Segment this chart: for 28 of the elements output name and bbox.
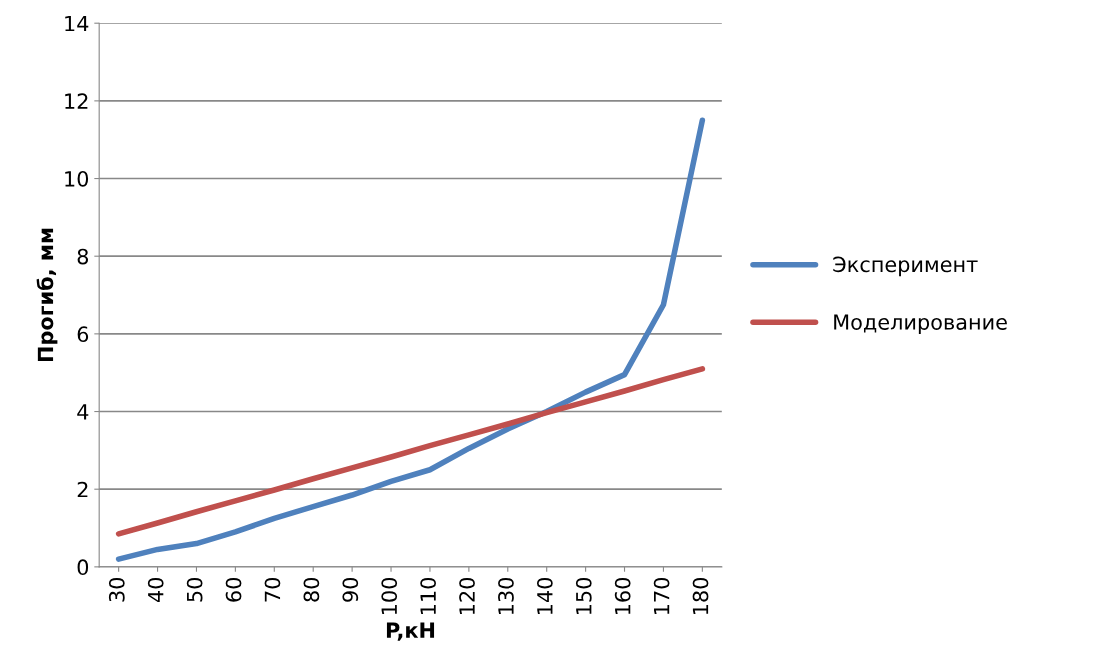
x-tick-label: 120 xyxy=(459,577,475,615)
x-tick-label: 140 xyxy=(536,577,553,615)
x-tick-label: 100 xyxy=(381,577,398,615)
x-tick-label: 80 xyxy=(303,577,320,602)
y-tick-label: 14 xyxy=(65,15,89,32)
y-axis-title: Прогиб, мм xyxy=(36,228,58,362)
y-tick-label: 8 xyxy=(77,248,89,265)
x-tick-label: 50 xyxy=(186,577,203,602)
x-tick-label: 110 xyxy=(420,577,436,615)
y-tick-label: 12 xyxy=(65,93,88,109)
legend-label: Эксперимент xyxy=(833,256,978,277)
x-tick-label: 170 xyxy=(653,577,670,615)
y-tick-label: 10 xyxy=(65,170,89,187)
x-tick-label: 30 xyxy=(108,577,125,602)
y-tick-label: 0 xyxy=(77,559,89,576)
x-tick-label: 150 xyxy=(575,577,592,615)
x-axis-title: P,кН xyxy=(386,622,435,641)
y-tick-label: 4 xyxy=(77,404,89,420)
legend-label: Моделирование xyxy=(834,314,1007,334)
x-tick-label: 180 xyxy=(692,577,709,615)
x-tick-label: 60 xyxy=(225,577,242,602)
y-tick-label: 6 xyxy=(77,326,89,343)
x-tick-label: 90 xyxy=(342,577,359,602)
x-tick-label: 40 xyxy=(147,577,164,603)
x-tick-label: 130 xyxy=(498,577,514,615)
x-tick-label: 70 xyxy=(264,577,281,602)
y-tick-label: 2 xyxy=(77,481,88,498)
x-tick-label: 160 xyxy=(614,577,631,615)
